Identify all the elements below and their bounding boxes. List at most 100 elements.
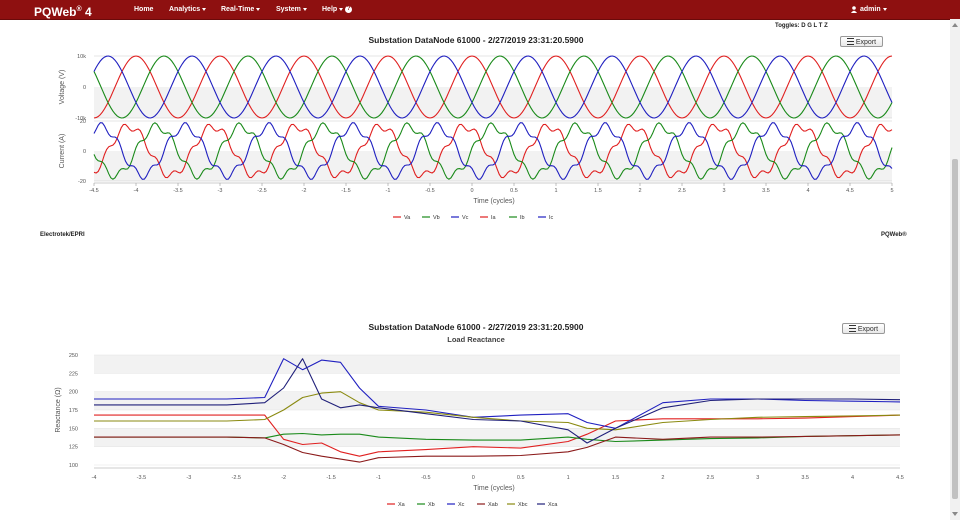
plot-band [94, 391, 900, 410]
chevron-down-icon [202, 7, 207, 11]
waveform-chart: Substation DataNode 61000 - 2/27/2019 23… [59, 35, 894, 221]
series-line-xc [94, 358, 901, 429]
x-tick-label: 3 [756, 475, 759, 481]
nav-home-label: Home [134, 6, 154, 13]
y-tick-label: 0 [83, 149, 86, 155]
nav-help-label: Help [322, 6, 338, 13]
plot-band [94, 151, 892, 181]
y-tick-label: 250 [69, 353, 78, 359]
chevron-down-icon [302, 7, 307, 11]
x-tick-label: 1 [567, 475, 570, 481]
scroll-down-icon[interactable] [952, 512, 958, 516]
x-tick-label: 4 [806, 188, 809, 194]
product-label: PQWeb® [881, 232, 907, 238]
x-tick-label: 0 [470, 188, 473, 194]
x-tick-label: -3 [186, 475, 191, 481]
x-tick-label: 3 [722, 188, 725, 194]
x-tick-label: -3.5 [173, 188, 182, 194]
chevron-down-icon [882, 7, 887, 11]
plot-band [94, 446, 900, 465]
x-tick-label: -2 [302, 188, 307, 194]
chevron-down-icon [256, 7, 261, 11]
x-tick-label: -2 [281, 475, 286, 481]
x-tick-label: -0.5 [425, 188, 434, 194]
waveform-xlabel: Time (cycles) [473, 198, 514, 205]
scroll-up-icon[interactable] [952, 23, 958, 27]
x-tick-label: -0.5 [421, 475, 430, 481]
legend-item: Xbc [518, 502, 528, 508]
brand-registered: ® [76, 6, 82, 13]
legend-item: Xc [458, 502, 465, 508]
x-tick-label: -1.5 [341, 188, 350, 194]
panel-ylabel-voltage: Voltage (V) [59, 70, 66, 105]
nav-help[interactable]: Help? [322, 0, 353, 19]
navbar: PQWeb® 4 Home Analytics Real-Time System… [0, 0, 960, 20]
y-tick-label: -10k [75, 116, 86, 122]
series-line-xbc [94, 391, 901, 431]
series-line-xb [94, 432, 901, 443]
export-button[interactable]: Export [842, 323, 885, 334]
reactance-xlabel: Time (cycles) [473, 485, 514, 492]
series-line-xca [94, 358, 901, 444]
page-scrollbar[interactable] [950, 19, 960, 520]
reactance-ylabel: Reactance (Ω) [55, 387, 62, 432]
y-tick-label: 20 [80, 119, 86, 125]
nav-system-label: System [276, 6, 301, 13]
series-line-xab [94, 434, 901, 463]
user-name: admin [860, 6, 881, 13]
user-menu[interactable]: admin [851, 0, 887, 19]
x-tick-label: 5 [890, 188, 893, 194]
x-tick-label: -3 [218, 188, 223, 194]
legend-item: Ia [491, 215, 497, 221]
brand-name: PQWeb [34, 5, 77, 19]
plot-band [94, 87, 892, 118]
legend-item: Va [404, 215, 411, 221]
brand-logo[interactable]: PQWeb® 4 [34, 1, 92, 21]
y-tick-label: 10k [77, 54, 86, 60]
y-tick-label: 100 [69, 463, 78, 469]
x-tick-label: 2 [638, 188, 641, 194]
series-line-va [93, 55, 893, 119]
x-tick-label: 3.5 [801, 475, 809, 481]
legend-item: Xab [488, 502, 498, 508]
x-tick-label: -1 [376, 475, 381, 481]
x-tick-label: 2.5 [707, 475, 715, 481]
x-tick-label: -3.5 [137, 475, 146, 481]
series-line-ic [93, 122, 893, 180]
x-tick-label: 4.5 [846, 188, 854, 194]
plot-band [94, 428, 900, 447]
x-tick-label: -4 [134, 188, 139, 194]
series-line-vb [93, 55, 893, 119]
series-line-ib [93, 122, 893, 180]
y-tick-label: 200 [69, 390, 78, 396]
x-tick-label: 0.5 [510, 188, 518, 194]
legend-item: Xb [428, 502, 435, 508]
series-line-ia [93, 123, 893, 179]
x-tick-label: 2 [661, 475, 664, 481]
x-tick-label: -1 [386, 188, 391, 194]
waveform-chart-title: Substation DataNode 61000 - 2/27/2019 23… [369, 35, 584, 45]
menu-icon [846, 37, 854, 45]
nav-system[interactable]: System [276, 0, 307, 19]
toggles-label[interactable]: Toggles: D G L T Z [775, 23, 828, 29]
nav-analytics[interactable]: Analytics [169, 0, 207, 19]
scroll-thumb[interactable] [952, 159, 958, 499]
legend-item: Vc [462, 215, 469, 221]
brand-version: 4 [81, 5, 92, 19]
plot-band [94, 56, 892, 87]
plot-band [94, 373, 900, 392]
y-tick-label: -20 [78, 179, 86, 185]
plot-band [94, 121, 892, 151]
nav-real-time[interactable]: Real-Time [221, 0, 261, 19]
export-label: Export [857, 326, 879, 333]
export-button[interactable]: Export [840, 36, 883, 47]
reactance-chart-title: Substation DataNode 61000 - 2/27/2019 23… [369, 322, 584, 332]
legend-item: Xa [398, 502, 406, 508]
chevron-down-icon [339, 7, 344, 11]
x-tick-label: -4.5 [89, 188, 98, 194]
y-tick-label: 175 [69, 408, 78, 414]
y-tick-label: 0 [83, 85, 86, 91]
x-tick-label: 4 [851, 475, 854, 481]
nav-home[interactable]: Home [134, 0, 153, 19]
